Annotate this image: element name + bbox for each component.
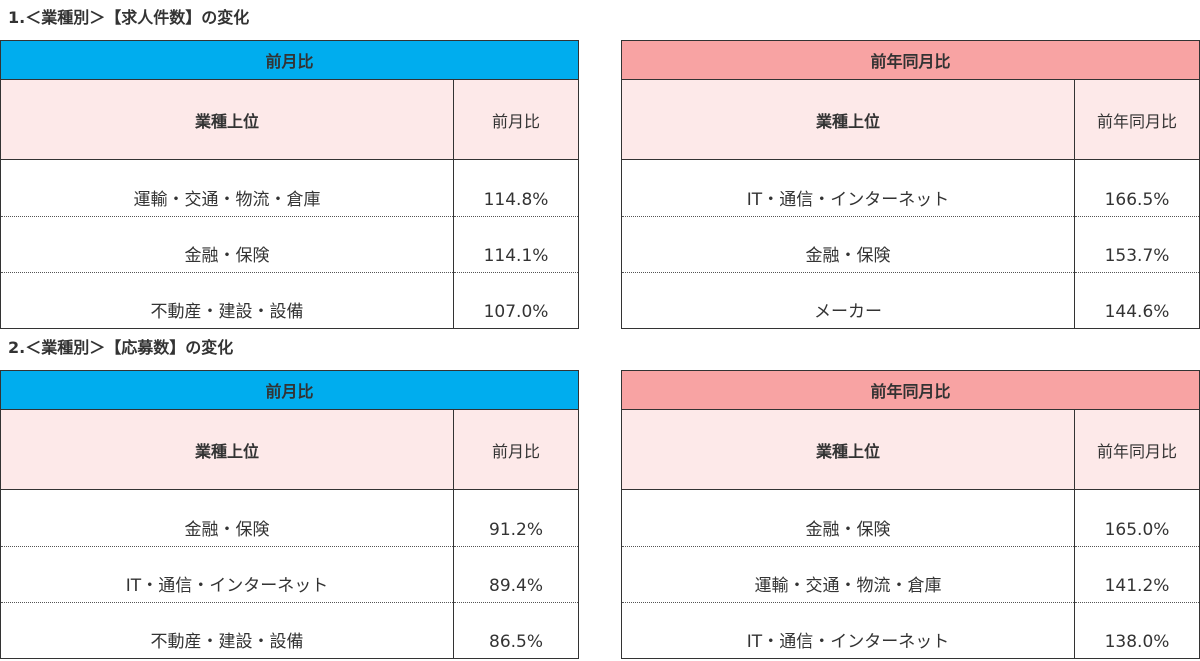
table-band-mom: 前月比	[0, 40, 579, 80]
yoy-table-job-postings: 前年同月比 業種上位 前年同月比 IT・通信・インターネット 166.5% 金融…	[621, 40, 1200, 329]
column-header-industry: 業種上位	[0, 409, 454, 490]
industry-cell: 不動産・建設・設備	[150, 632, 304, 652]
table-row: 不動産・建設・設備 86.5%	[1, 602, 579, 659]
column-header-industry: 業種上位	[621, 79, 1075, 160]
column-header-industry: 業種上位	[621, 409, 1075, 490]
table-row: 金融・保険 153.7%	[621, 216, 1200, 273]
industry-cell: 金融・保険	[0, 489, 454, 547]
table-row: メーカー 144.6%	[622, 272, 1200, 329]
value-cell: 107.0%	[452, 272, 579, 329]
table-row: 金融・保険 114.1%	[0, 216, 579, 273]
column-header-yoy: 前年同月比	[1073, 79, 1200, 160]
table-row: 金融・保険 91.2%	[0, 489, 579, 547]
industry-cell: メーカー	[814, 302, 882, 322]
table-row: IT・通信・インターネット 138.0%	[622, 602, 1200, 659]
table-row: 運輸・交通・物流・倉庫 141.2%	[621, 546, 1200, 603]
value-cell: 114.8%	[452, 159, 579, 217]
value-cell: 138.0%	[1073, 602, 1200, 659]
section-title-applications: 2.＜業種別＞【応募数】の変化	[8, 338, 234, 357]
table-row: IT・通信・インターネット 89.4%	[0, 546, 579, 603]
industry-cell: IT・通信・インターネット	[746, 632, 950, 652]
table-band-yoy: 前年同月比	[621, 370, 1200, 410]
section-title-job-postings: 1.＜業種別＞【求人件数】の変化	[8, 8, 250, 27]
table-row: 金融・保険 165.0%	[621, 489, 1200, 547]
value-cell: 114.1%	[452, 216, 579, 273]
table-row: IT・通信・インターネット 166.5%	[621, 159, 1200, 217]
table-row: 運輸・交通・物流・倉庫 114.8%	[0, 159, 579, 217]
industry-cell: IT・通信・インターネット	[0, 546, 454, 603]
yoy-table-applications: 前年同月比 業種上位 前年同月比 金融・保険 165.0% 運輸・交通・物流・倉…	[621, 370, 1200, 659]
column-header-yoy: 前年同月比	[1073, 409, 1200, 490]
industry-cell: IT・通信・インターネット	[621, 159, 1075, 217]
value-cell: 86.5%	[452, 602, 579, 659]
value-cell: 144.6%	[1073, 272, 1200, 329]
table-band-mom: 前月比	[0, 370, 579, 410]
industry-cell: 運輸・交通・物流・倉庫	[0, 159, 454, 217]
column-header-industry: 業種上位	[0, 79, 454, 160]
mom-table-job-postings: 前月比 業種上位 前月比 運輸・交通・物流・倉庫 114.8% 金融・保険 11…	[0, 40, 580, 329]
industry-cell: 運輸・交通・物流・倉庫	[621, 546, 1075, 603]
industry-cell: 金融・保険	[621, 489, 1075, 547]
column-header-mom: 前月比	[452, 409, 579, 490]
industry-cell: 不動産・建設・設備	[150, 302, 304, 322]
industry-cell: 金融・保険	[621, 216, 1075, 273]
table-row: 不動産・建設・設備 107.0%	[1, 272, 579, 329]
value-cell: 141.2%	[1073, 546, 1200, 603]
value-cell: 165.0%	[1073, 489, 1200, 547]
industry-cell: 金融・保険	[0, 216, 454, 273]
value-cell: 89.4%	[452, 546, 579, 603]
table-band-yoy: 前年同月比	[621, 40, 1200, 80]
value-cell: 166.5%	[1073, 159, 1200, 217]
value-cell: 91.2%	[452, 489, 579, 547]
value-cell: 153.7%	[1073, 216, 1200, 273]
column-header-mom: 前月比	[452, 79, 579, 160]
mom-table-applications: 前月比 業種上位 前月比 金融・保険 91.2% IT・通信・インターネット 8…	[0, 370, 580, 659]
